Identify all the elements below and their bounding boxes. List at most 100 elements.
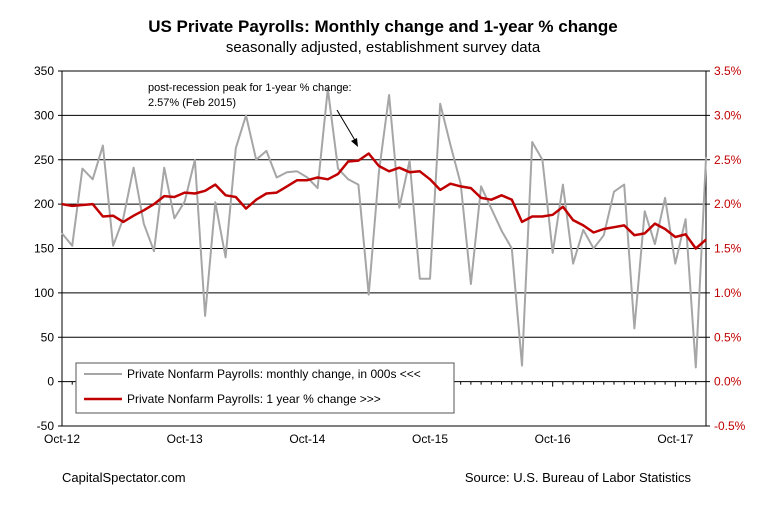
monthly-change-point bbox=[460, 183, 462, 185]
monthly-change-point bbox=[61, 232, 63, 235]
annual-change-point bbox=[347, 160, 349, 163]
annual-change-point bbox=[316, 176, 319, 179]
annual-change-point bbox=[153, 203, 155, 205]
annual-change-point bbox=[398, 167, 400, 169]
left-tick-label: 150 bbox=[34, 242, 54, 256]
annual-change-point bbox=[562, 206, 564, 208]
monthly-change-point bbox=[276, 176, 278, 179]
annual-change-point bbox=[81, 204, 84, 206]
annual-change-point bbox=[276, 191, 278, 194]
annual-change-point bbox=[705, 239, 707, 241]
series-monthly-change-line bbox=[61, 87, 707, 369]
monthly-change-point bbox=[674, 262, 676, 265]
annual-change-point bbox=[245, 207, 247, 210]
monthly-change-point bbox=[224, 256, 227, 258]
annual-change-point bbox=[235, 196, 237, 198]
monthly-change-point bbox=[132, 167, 135, 169]
monthly-change-point bbox=[541, 159, 544, 161]
monthly-change-point bbox=[214, 201, 216, 203]
annual-change-point bbox=[511, 199, 513, 201]
annual-change-point bbox=[439, 189, 441, 191]
x-tick-label: Oct-14 bbox=[289, 432, 325, 446]
monthly-change-point bbox=[327, 88, 329, 90]
monthly-change-point bbox=[572, 262, 574, 265]
legend-box bbox=[75, 362, 455, 414]
annual-change-point bbox=[357, 160, 360, 162]
series-group bbox=[61, 87, 707, 369]
right-tick-label: 3.5% bbox=[714, 64, 742, 78]
annual-change-point bbox=[112, 215, 114, 217]
footer-site: CapitalSpectator.com bbox=[62, 470, 186, 485]
annual-change-point bbox=[633, 234, 636, 236]
monthly-change-point bbox=[92, 178, 94, 180]
annual-change-point bbox=[603, 228, 605, 230]
monthly-change-point bbox=[388, 94, 390, 96]
monthly-change-point bbox=[347, 178, 349, 180]
annual-change-point bbox=[613, 226, 615, 228]
monthly-change-point bbox=[521, 365, 523, 367]
left-tick-label: 0 bbox=[47, 375, 54, 389]
monthly-change-point bbox=[470, 283, 472, 285]
annual-change-point bbox=[623, 224, 625, 227]
legend: Private Nonfarm Payrolls: monthly change… bbox=[75, 362, 455, 414]
monthly-change-point bbox=[633, 327, 636, 329]
monthly-change-point bbox=[654, 243, 656, 245]
monthly-change-point bbox=[194, 159, 196, 161]
annual-change-point bbox=[184, 191, 186, 194]
annual-change-point bbox=[143, 209, 145, 211]
monthly-change-point bbox=[603, 234, 605, 236]
monthly-change-point bbox=[582, 229, 584, 231]
annual-change-point bbox=[122, 221, 124, 223]
monthly-change-point bbox=[204, 315, 206, 317]
annual-change-point bbox=[102, 215, 104, 218]
annotation-line-1: post-recession peak for 1-year % change: bbox=[148, 82, 352, 94]
annual-change-point bbox=[378, 165, 380, 167]
monthly-change-point bbox=[122, 217, 124, 219]
right-tick-label: 2.0% bbox=[714, 197, 742, 211]
right-tick-label: 3.0% bbox=[714, 108, 742, 122]
left-axis: -50 0 50 100 150 200 250 300 350 bbox=[34, 64, 62, 433]
monthly-change-point bbox=[511, 247, 513, 250]
chart-title: US Private Payrolls: Monthly change and … bbox=[148, 17, 618, 36]
annual-change-point bbox=[173, 196, 176, 198]
annotation-arrow bbox=[336, 109, 357, 143]
annotation: post-recession peak for 1-year % change:… bbox=[148, 82, 358, 147]
x-tick-label: Oct-13 bbox=[167, 432, 203, 446]
monthly-change-point bbox=[306, 176, 308, 179]
monthly-change-point bbox=[613, 191, 615, 193]
annual-change-point bbox=[265, 192, 268, 195]
annual-change-point bbox=[582, 224, 584, 227]
x-tick-label: Oct-15 bbox=[412, 432, 448, 446]
annual-change-point bbox=[163, 195, 165, 197]
right-axis: -0.5% 0.0% 0.5% 1.0% 1.5% 2.0% 2.5% 3.0% 3.5% bbox=[706, 64, 746, 433]
annual-change-point bbox=[224, 194, 227, 196]
monthly-change-point bbox=[296, 170, 298, 172]
monthly-change-point bbox=[552, 252, 554, 254]
monthly-change-point bbox=[562, 184, 564, 186]
annual-change-point bbox=[449, 183, 452, 185]
monthly-change-point bbox=[184, 200, 186, 203]
annual-change-point bbox=[695, 247, 697, 250]
monthly-change-point bbox=[102, 144, 104, 147]
annual-change-point bbox=[531, 215, 533, 218]
x-tick-label: Oct-12 bbox=[44, 432, 80, 446]
monthly-change-point bbox=[439, 103, 441, 105]
annual-change-point bbox=[460, 185, 462, 187]
monthly-change-point bbox=[337, 168, 339, 170]
monthly-change-point bbox=[357, 184, 360, 186]
right-tick-label: 0.5% bbox=[714, 330, 742, 344]
gridlines bbox=[62, 114, 706, 383]
annual-change-point bbox=[286, 185, 288, 187]
monthly-change-point bbox=[368, 294, 370, 296]
annual-change-point bbox=[296, 179, 298, 181]
annual-change-point bbox=[480, 197, 482, 199]
monthly-change-point bbox=[623, 184, 625, 186]
monthly-change-point bbox=[255, 159, 257, 161]
annual-change-point bbox=[368, 152, 370, 155]
annual-change-point bbox=[408, 171, 411, 173]
annotation-line-2: 2.57% (Feb 2015) bbox=[148, 97, 236, 109]
monthly-change-point bbox=[429, 278, 431, 280]
footer-source: Source: U.S. Bureau of Labor Statistics bbox=[465, 470, 692, 485]
annual-change-point bbox=[419, 170, 421, 172]
right-tick-label: 1.0% bbox=[714, 286, 742, 300]
